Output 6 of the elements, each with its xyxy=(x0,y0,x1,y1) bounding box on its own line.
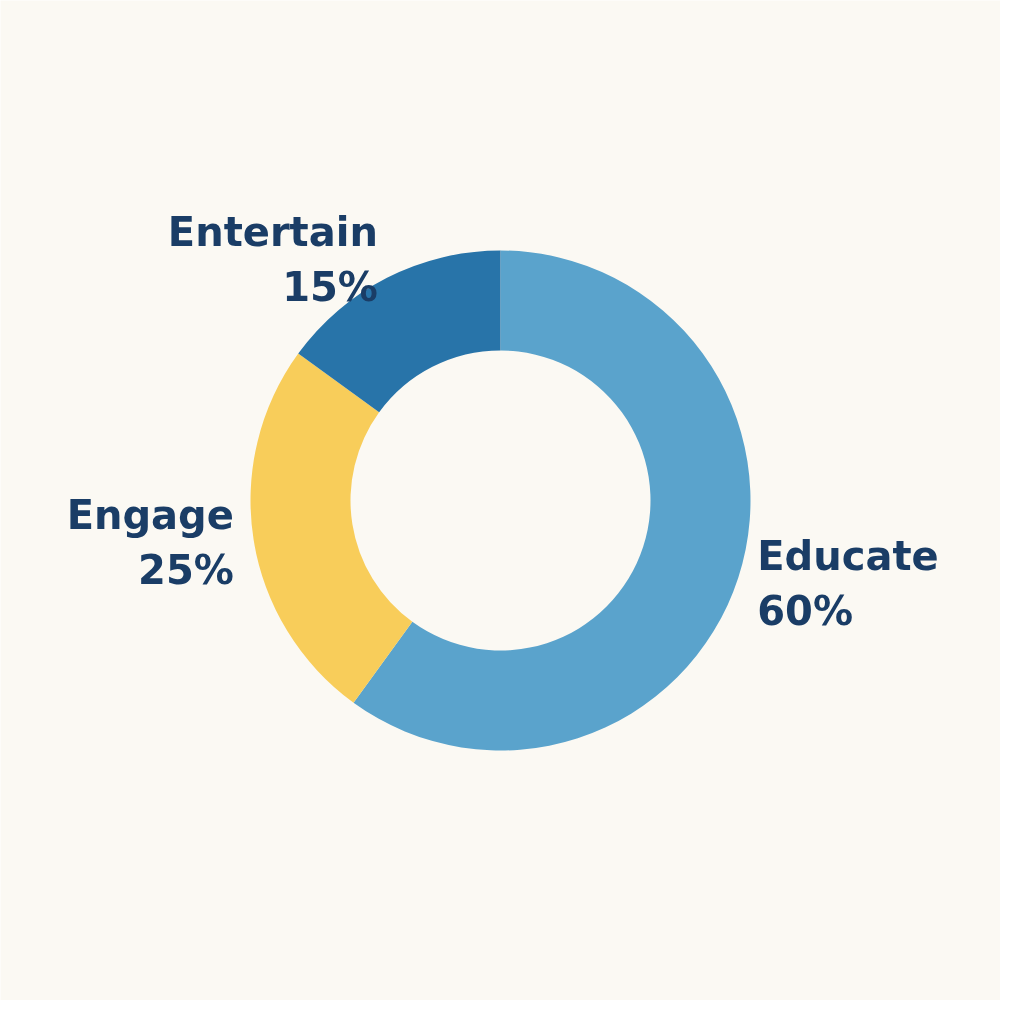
data-label: 60% xyxy=(757,588,854,635)
data-label: 25% xyxy=(138,547,234,594)
slice-label: Educate xyxy=(757,533,939,580)
data-label: 15% xyxy=(282,264,378,311)
slice-label: Engage xyxy=(66,492,234,539)
slice-label: Entertain xyxy=(167,209,378,256)
